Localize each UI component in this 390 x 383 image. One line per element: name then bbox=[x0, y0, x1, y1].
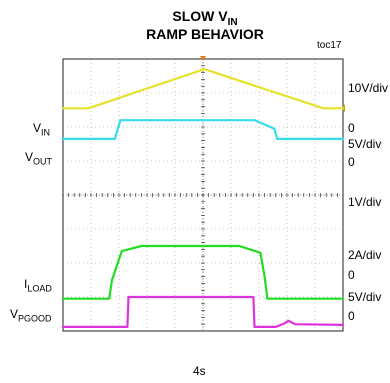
trace-1 bbox=[61, 119, 345, 140]
vin-scale-label: 10V/div bbox=[348, 81, 389, 95]
chart-title-line1: SLOW VIN bbox=[172, 8, 238, 28]
trace-2 bbox=[61, 244, 345, 300]
vpgood-scale-label: 5V/div bbox=[348, 290, 382, 304]
trace-3 bbox=[61, 295, 345, 328]
timebase-label: 4s bbox=[193, 364, 206, 378]
trigger-marker-icon bbox=[200, 56, 206, 61]
iload-label: ILOAD bbox=[24, 277, 52, 294]
vpgood-label: VPGOOD bbox=[10, 307, 52, 324]
chart-title-line2: RAMP BEHAVIOR bbox=[146, 26, 264, 42]
iload-scale-label: 2A/div bbox=[348, 248, 382, 262]
vin-zero-label: 0 bbox=[348, 121, 355, 135]
figure-id: toc17 bbox=[317, 40, 342, 51]
iload-zero-label: 0 bbox=[348, 268, 355, 282]
vout-label: VOUT bbox=[25, 150, 53, 167]
vout-zero-label: 0 bbox=[348, 155, 355, 169]
trace-0 bbox=[61, 68, 345, 110]
vpgood-zero-label: 0 bbox=[348, 309, 355, 323]
vout-scale-label: 5V/div bbox=[348, 137, 382, 151]
vin-label: VIN bbox=[33, 121, 51, 138]
ch3-scale-label: 1V/div bbox=[348, 195, 382, 209]
